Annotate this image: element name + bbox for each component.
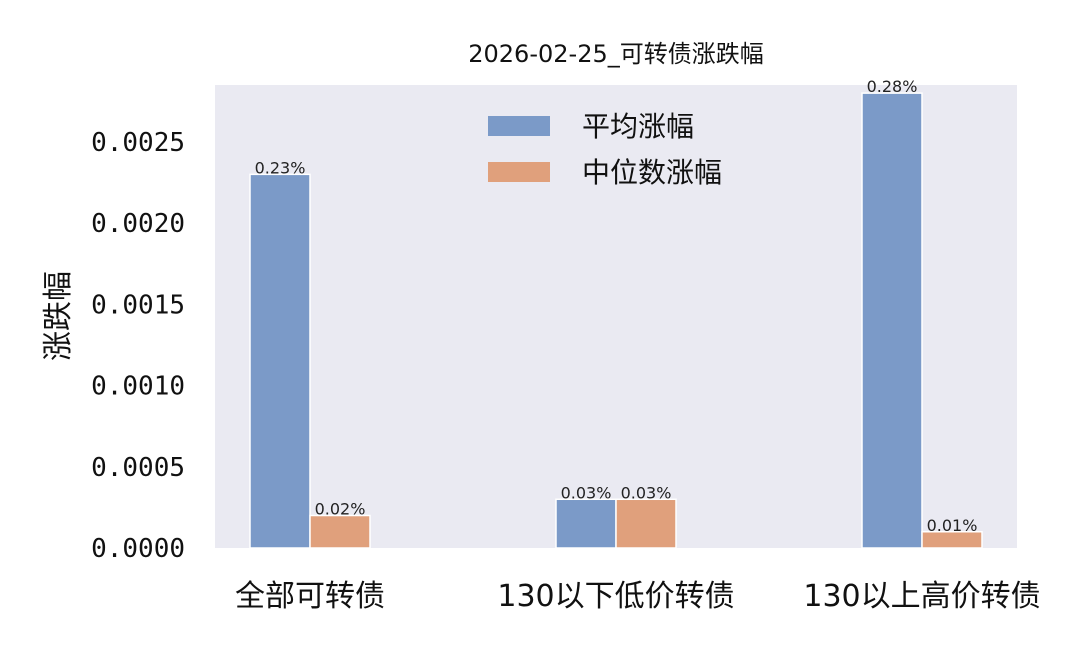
y-tick-label: 0.0010 — [91, 372, 185, 402]
legend-swatch — [488, 116, 550, 136]
y-tick-label: 0.0005 — [91, 453, 185, 483]
y-tick-label: 0.0025 — [91, 128, 185, 158]
bars — [249, 92, 983, 549]
bar-mean — [555, 498, 617, 549]
data-label: 0.01% — [927, 516, 978, 535]
bar-median — [921, 531, 983, 549]
data-label: 0.23% — [255, 158, 306, 177]
y-tick-label: 0.0020 — [91, 209, 185, 239]
legend-label: 平均涨幅 — [582, 110, 694, 143]
chart-title: 2026-02-25_可转债涨跌幅 — [468, 40, 763, 68]
data-label: 0.03% — [561, 483, 612, 502]
bar-mean — [861, 92, 923, 549]
data-label: 0.03% — [621, 483, 672, 502]
y-axis-label: 涨跌幅 — [41, 271, 76, 361]
legend-swatch — [488, 162, 550, 182]
y-axis-ticks: 0.0000 0.0005 0.0010 0.0015 0.0020 0.0025 — [91, 128, 185, 564]
x-tick-label: 130以上高价转债 — [803, 579, 1040, 614]
data-label: 0.02% — [315, 500, 366, 519]
x-tick-label: 130以下低价转债 — [497, 579, 734, 614]
bar-mean — [249, 173, 311, 549]
data-label: 0.28% — [867, 77, 918, 96]
x-tick-label: 全部可转债 — [235, 579, 385, 614]
y-tick-label: 0.0015 — [91, 290, 185, 320]
bar-median — [309, 514, 371, 549]
legend-label: 中位数涨幅 — [582, 156, 722, 189]
data-labels: 0.23% 0.03% 0.28% 0.02% 0.03% 0.01% — [255, 77, 978, 535]
bar-median — [615, 498, 677, 549]
x-axis-ticks: 全部可转债 130以下低价转债 130以上高价转债 — [235, 579, 1041, 614]
y-tick-label: 0.0000 — [91, 534, 185, 564]
